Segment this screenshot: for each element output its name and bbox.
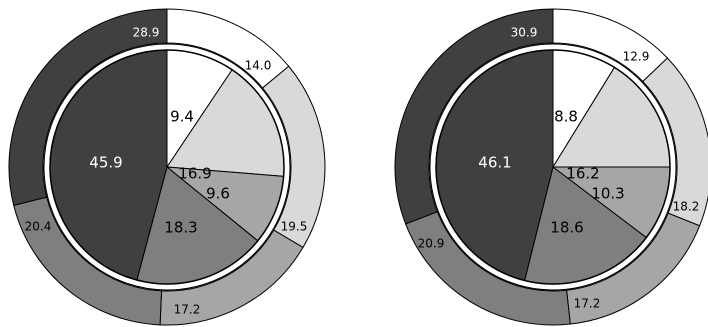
left-outer-label-4: 20.4 [25, 220, 52, 234]
right-outer-slice-5 [394, 8, 554, 225]
left-inner-label-5: 45.9 [89, 154, 122, 172]
nested-donut-chart-left: 9.4 16.9 9.6 18.3 45.9 14.0 19.5 17.2 20.4 28.9 [8, 8, 326, 326]
left-inner-label-2: 16.9 [178, 165, 211, 183]
left-outer-label-2: 19.5 [281, 220, 308, 234]
right-outer-label-4: 20.9 [418, 237, 445, 251]
right-outer-label-1: 12.9 [623, 50, 650, 64]
right-inner-label-1: 8.8 [554, 108, 578, 126]
right-outer-label-5: 30.9 [511, 26, 538, 40]
left-outer-slice-5 [8, 8, 168, 206]
left-outer-label-5: 28.9 [133, 26, 160, 40]
left-inner-label-1: 9.4 [170, 108, 194, 126]
right-inner-label-3: 10.3 [591, 185, 624, 203]
left-outer-label-1: 14.0 [245, 59, 272, 73]
left-outer-label-3: 17.2 [174, 303, 201, 317]
nested-donut-chart-right: 8.8 16.2 10.3 18.6 46.1 12.9 18.2 17.2 20.9 30.9 [394, 8, 708, 326]
right-inner-label-4: 18.6 [550, 219, 583, 237]
left-inner-label-3: 9.6 [206, 185, 230, 203]
right-inner-label-2: 16.2 [566, 165, 599, 183]
left-inner-border [49, 49, 285, 285]
right-outer-label-3: 17.2 [574, 297, 601, 311]
right-inner-border [435, 49, 671, 285]
right-inner-label-5: 46.1 [478, 154, 511, 172]
right-outer-label-2: 18.2 [673, 200, 700, 214]
left-inner-label-4: 18.3 [164, 219, 197, 237]
